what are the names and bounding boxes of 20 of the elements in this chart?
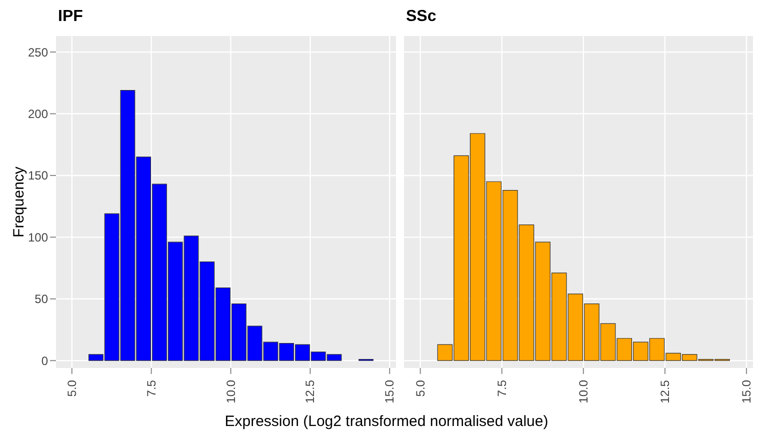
y-tick-label: 200 [28, 107, 48, 122]
y-tick-label: 100 [28, 230, 48, 244]
x-tick-label: 7.5 [494, 380, 509, 397]
x-tick-label: 5.0 [413, 380, 428, 397]
x-tick-label: 15.0 [382, 380, 397, 404]
x-tick-label: 12.5 [658, 380, 672, 404]
y-tick-label: 0 [41, 354, 48, 368]
y-tick-label: 50 [34, 292, 48, 306]
chart-title: SSc [405, 7, 438, 27]
x-tick-label: 7.5 [144, 380, 158, 397]
x-tick-label: 15.0 [739, 380, 754, 404]
y-tick-label: 150 [28, 168, 48, 183]
x-tick-label: 10.0 [576, 380, 590, 404]
x-tick-label: 10.0 [224, 380, 238, 404]
x-tick-label: 5.0 [64, 380, 79, 397]
x-axis-title: Expression (Log2 transformed normalised value) [224, 413, 550, 430]
x-tick-label: 12.5 [303, 380, 318, 404]
y-axis-title: Frequency [10, 166, 28, 238]
y-tick-label: 250 [28, 45, 48, 60]
chart-title: IPF [57, 7, 84, 27]
